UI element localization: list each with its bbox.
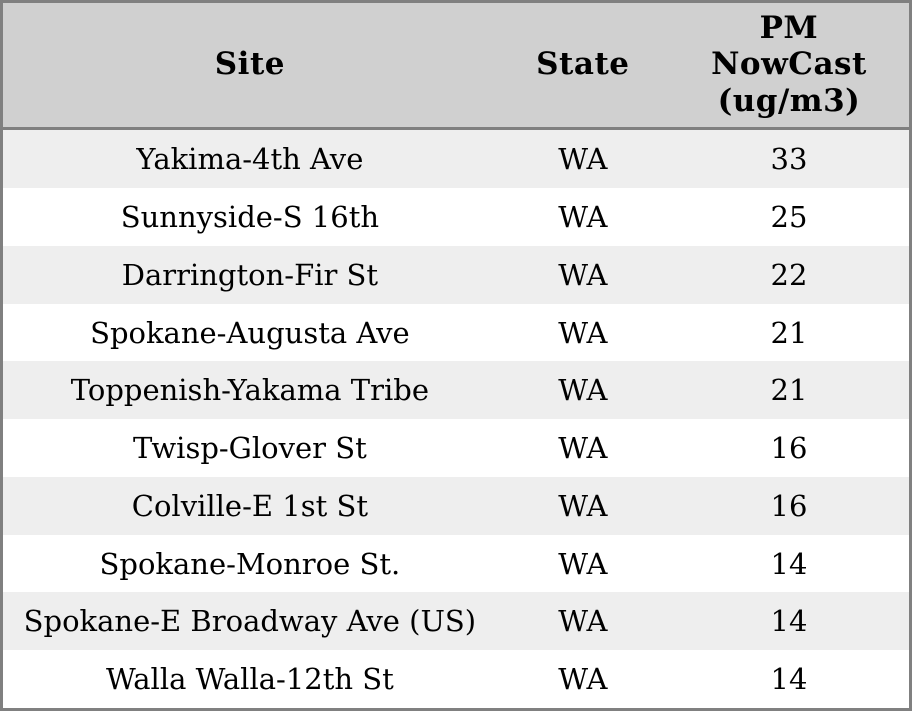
table-row: Twisp-Glover St WA 16: [3, 419, 909, 477]
column-header-state: State: [496, 3, 669, 130]
cell-state: WA: [558, 431, 608, 466]
cell-pm: 22: [770, 257, 808, 292]
air-quality-table: Site State PM NowCast (ug/m3) Yakima-4th…: [3, 3, 909, 708]
cell-site: Spokane-E Broadway Ave (US): [23, 604, 477, 639]
cell-state: WA: [558, 604, 608, 639]
table-header-row: Site State PM NowCast (ug/m3): [3, 3, 909, 130]
cell-state: WA: [558, 257, 608, 292]
cell-pm: 21: [770, 315, 808, 350]
cell-site: Colville-E 1st St: [131, 488, 368, 523]
table-row: Spokane-E Broadway Ave (US) WA 14: [3, 592, 909, 651]
cell-pm: 16: [770, 431, 808, 466]
cell-state: WA: [558, 200, 608, 235]
cell-site: Walla Walla-12th St: [105, 662, 394, 697]
cell-pm: 21: [770, 373, 808, 408]
cell-pm: 25: [770, 200, 808, 235]
table-row: Colville-E 1st St WA 16: [3, 476, 909, 535]
table-row: Yakima-4th Ave WA 33: [3, 128, 909, 189]
cell-site: Sunnyside-S 16th: [120, 200, 380, 235]
cell-state: WA: [558, 546, 608, 581]
cell-pm: 16: [770, 488, 808, 523]
cell-site: Toppenish-Yakama Tribe: [70, 373, 429, 408]
table-row: Spokane-Monroe St. WA 14: [3, 534, 909, 593]
cell-pm: 14: [770, 546, 808, 581]
table-row: Walla Walla-12th St WA 14: [3, 650, 909, 708]
column-header-pm-nowcast: PM NowCast (ug/m3): [668, 3, 909, 130]
table-row: Toppenish-Yakama Tribe WA 21: [3, 361, 909, 420]
cell-pm: 14: [770, 662, 808, 697]
cell-site: Twisp-Glover St: [133, 431, 367, 466]
cell-site: Spokane-Augusta Ave: [90, 315, 410, 350]
cell-pm: 14: [770, 604, 808, 639]
cell-site: Yakima-4th Ave: [136, 141, 364, 176]
cell-pm: 33: [770, 141, 808, 176]
cell-state: WA: [558, 373, 608, 408]
column-header-site: Site: [3, 3, 497, 130]
cell-state: WA: [558, 662, 608, 697]
cell-state: WA: [558, 315, 608, 350]
cell-site: Darrington-Fir St: [121, 257, 379, 292]
table-row: Sunnyside-S 16th WA 25: [3, 188, 909, 247]
cell-state: WA: [558, 488, 608, 523]
table-body: Yakima-4th Ave WA 33 Sunnyside-S 16th WA 25 Da…: [3, 128, 909, 708]
cell-site: Spokane-Monroe St.: [99, 546, 401, 581]
table-row: Darrington-Fir St WA 22: [3, 246, 909, 304]
table-header: Site State PM NowCast (ug/m3): [3, 3, 909, 130]
cell-state: WA: [558, 141, 608, 176]
table-row: Spokane-Augusta Ave WA 21: [3, 303, 909, 362]
